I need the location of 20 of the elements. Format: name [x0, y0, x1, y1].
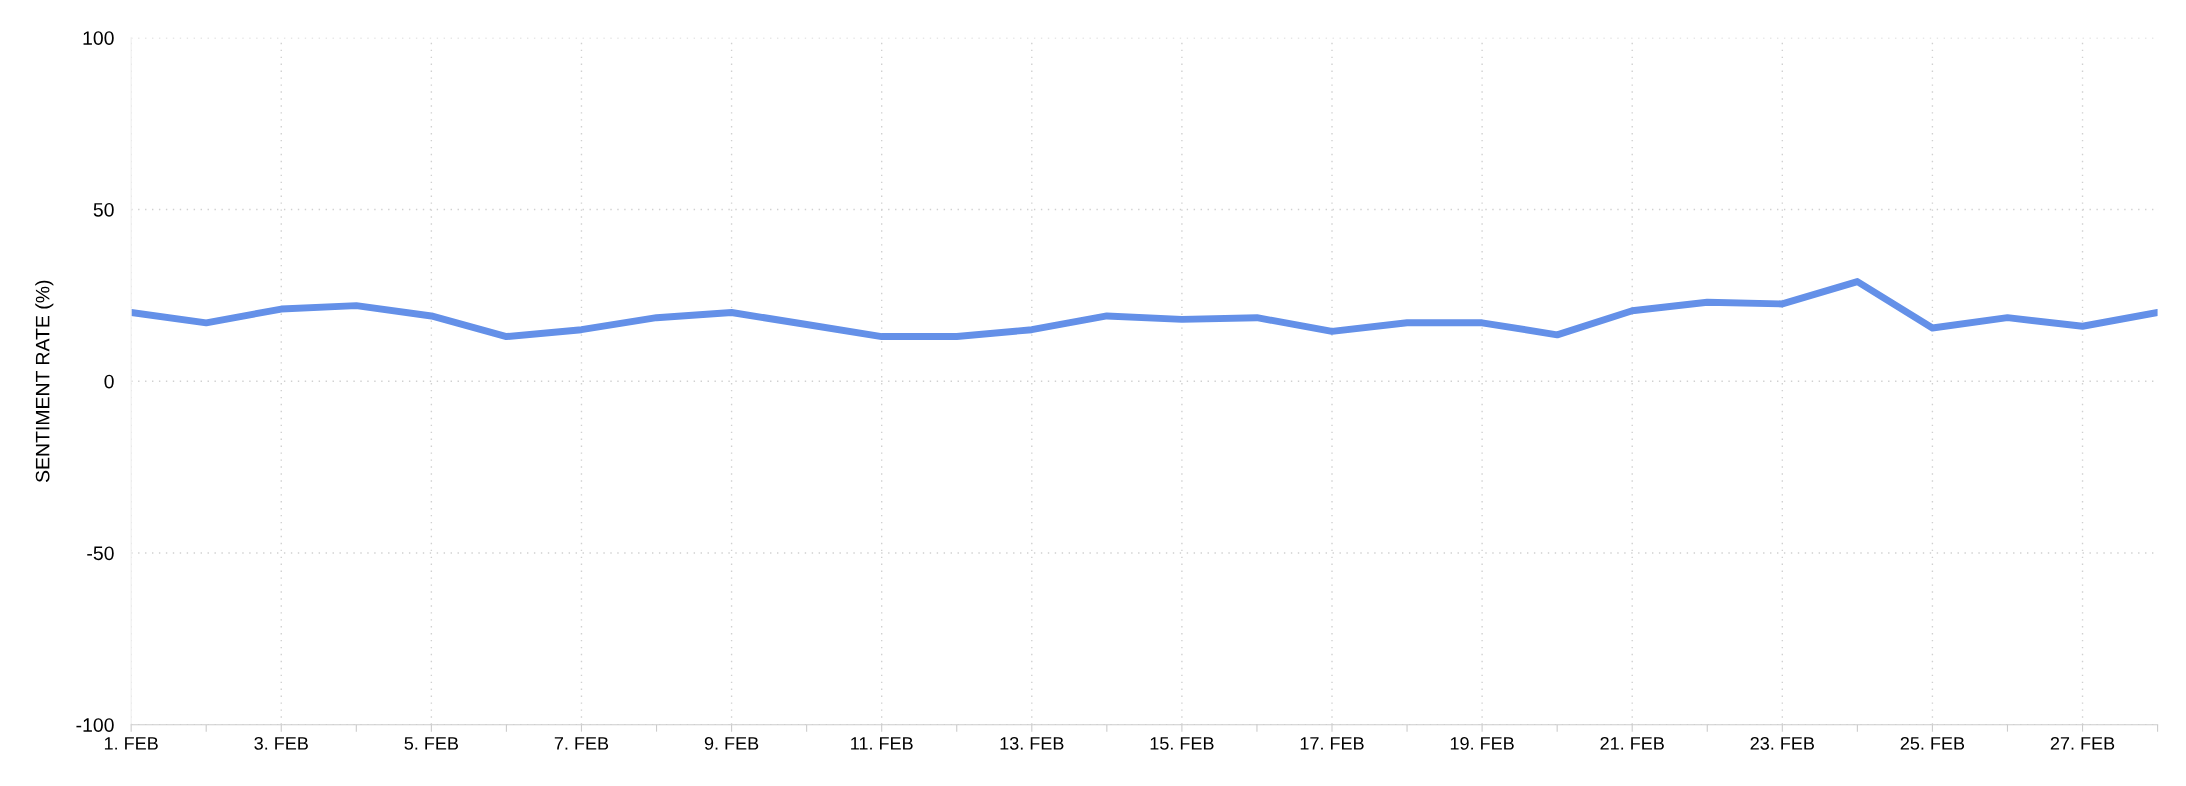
x-tick-label: 13. FEB [1000, 736, 1064, 750]
y-tick-label: 0 [104, 374, 114, 389]
x-tick-label: 25. FEB [1900, 736, 1965, 750]
x-tick-label: 15. FEB [1150, 737, 1214, 750]
x-tick-label: 3. FEB [254, 736, 308, 750]
y-axis-title: SENTIMENT RATE (%) [35, 280, 54, 483]
x-tick-label: 9. FEB [704, 736, 759, 750]
y-tick-label: -50 [87, 546, 114, 561]
y-tick-label: 50 [93, 202, 114, 217]
y-tick-label: 100 [83, 31, 114, 45]
x-tick-label: 11. FEB [851, 737, 913, 750]
x-tick-label: 19. FEB [1450, 736, 1514, 750]
x-tick-label: 27. FEB [2050, 736, 2115, 750]
x-tick-label: 23. FEB [1750, 736, 1814, 750]
x-tick-label: 21. FEB [1600, 736, 1664, 750]
x-tick-label: 5. FEB [404, 737, 459, 750]
x-tick-label: 17. FEB [1300, 737, 1364, 750]
y-tick-label: -100 [76, 718, 114, 732]
x-tick-label: 1. FEB [104, 737, 158, 750]
x-tick-label: 7. FEB [554, 737, 609, 750]
